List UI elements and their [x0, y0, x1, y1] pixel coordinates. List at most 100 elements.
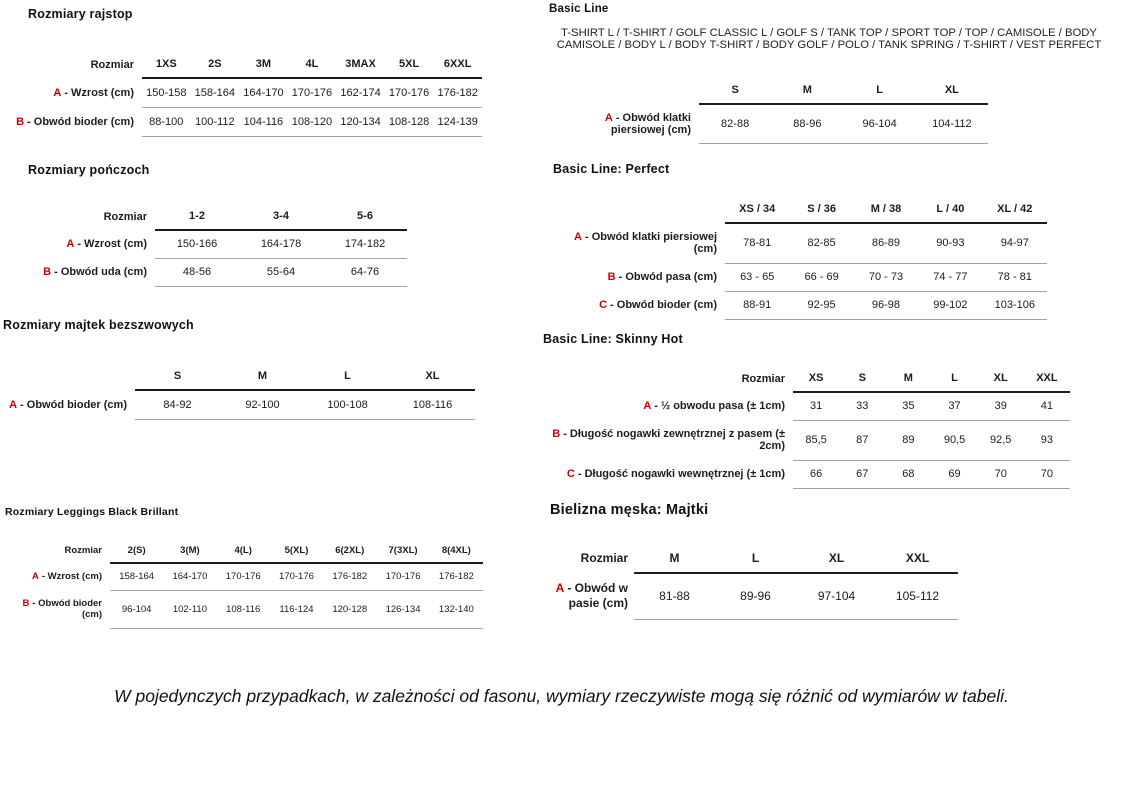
- row-label-text: - Obwód bioder (cm): [27, 116, 134, 128]
- size-table-container: S M L XL A - Obwód klatki piersiowej (cm) 82-8…: [549, 81, 1109, 145]
- size-table-container: Rozmiar 1XS 2S 3M 4L 3MAX 5XL 6XXL A - Wzrost (cm…: [5, 56, 482, 137]
- size-value: 88-96: [771, 103, 844, 145]
- column-header: 4L: [287, 56, 337, 79]
- size-column-label: [553, 201, 725, 223]
- column-header: XXL: [1023, 370, 1070, 393]
- size-value: 100-108: [305, 390, 390, 420]
- size-value: 78 - 81: [982, 263, 1047, 292]
- section-leggings: Rozmiary Leggings Black Brillant Rozmiar…: [5, 506, 483, 629]
- header-row: XS / 34 S / 36 M / 38 L / 40 XL / 42: [553, 201, 1047, 224]
- table-row: A- Wzrost (cm) 158-164 164-170 170-176 170-1…: [5, 563, 483, 591]
- size-value: 87: [839, 420, 886, 461]
- column-header: M: [220, 368, 305, 391]
- row-letter: C: [599, 299, 608, 311]
- size-value: 170-176: [216, 563, 270, 591]
- size-value: 96-98: [853, 291, 919, 320]
- size-value: 170-176: [287, 78, 337, 108]
- size-value: 176-182: [323, 563, 377, 591]
- column-header: 5(XL): [269, 543, 324, 564]
- section-skinny-hot: Basic Line: Skinny Hot Rozmiar XS S M L XL XXL…: [543, 332, 1070, 489]
- size-value: 37: [931, 392, 978, 421]
- size-value: 86-89: [853, 223, 919, 264]
- size-column-label: Rozmiar: [580, 551, 628, 565]
- size-value: 170-176: [269, 563, 324, 591]
- size-value: 81-88: [634, 573, 715, 620]
- row-label: C- Długość nogawki wewnętrznej (± 1cm): [543, 460, 793, 488]
- header-row: Rozmiar XS S M L XL XXL: [543, 370, 1070, 393]
- size-column-label: Rozmiar: [741, 372, 785, 385]
- section-title: Rozmiary majtek bezszwowych: [3, 318, 194, 332]
- size-table: S M L XL A - Obwód bioder (cm) 84-92 92-100 100-…: [3, 368, 475, 420]
- size-value: 70: [1023, 460, 1070, 489]
- row-label: A- ½ obwodu pasa (± 1cm): [543, 392, 793, 420]
- column-header: L: [931, 370, 978, 393]
- column-header: 3-4: [239, 208, 323, 231]
- section-ponczochy: Rozmiary pończoch Rozmiar 1-2 3-4 5-6 A - Wzr…: [5, 163, 407, 287]
- size-column-label: [549, 82, 699, 104]
- size-table-container: Rozmiar 2(S) 3(M) 4(L) 5(XL) 6(2XL) 7(3XL) 8(4X…: [5, 543, 483, 629]
- section-majtki-bezszwowe: Rozmiary majtek bezszwowych S M L XL A - Obwó…: [3, 318, 475, 420]
- header-row: Rozmiar 1XS 2S 3M 4L 3MAX 5XL 6XXL: [5, 56, 482, 79]
- row-letter: A: [31, 571, 39, 582]
- column-header: 3MAX: [336, 56, 385, 79]
- row-letter: A: [9, 398, 18, 411]
- size-table-container: S M L XL A - Obwód bioder (cm) 84-92 92-100 100-…: [3, 368, 475, 420]
- size-value: 162-174: [336, 78, 385, 108]
- column-header: XL: [390, 368, 475, 391]
- section-title: Basic Line: Perfect: [553, 162, 670, 176]
- table-row: A- Wzrost (cm) 150-158 158-164 164-170 170-1…: [5, 78, 482, 108]
- column-header: M / 38: [853, 201, 919, 224]
- table-row: B- Obwód bioder (cm) 96-104 102-110 108-116…: [5, 590, 483, 629]
- size-value: 69: [931, 460, 978, 489]
- size-value: 104-112: [915, 103, 988, 145]
- row-label: B- Obwód pasa (cm): [553, 263, 725, 291]
- size-value: 108-120: [287, 107, 337, 137]
- row-label: B- Obwód bioder (cm): [5, 590, 110, 628]
- column-header: XL / 42: [982, 201, 1047, 224]
- size-value: 74 - 77: [918, 263, 983, 292]
- header-row: S M L XL: [3, 368, 475, 391]
- row-letter: B: [552, 428, 561, 440]
- row-label-text: - Obwód bioder (cm): [32, 598, 102, 620]
- column-header: S: [135, 368, 220, 391]
- row-letter: A: [555, 581, 565, 595]
- size-value: 84-92: [135, 390, 220, 420]
- size-value: 68: [885, 460, 932, 489]
- size-value: 116-124: [269, 590, 324, 629]
- size-value: 92,5: [977, 420, 1024, 461]
- size-value: 96-104: [110, 590, 164, 629]
- size-table-container: Rozmiar 1-2 3-4 5-6 A - Wzrost (cm) 150-166 164…: [5, 208, 407, 287]
- size-table-container: XS / 34 S / 36 M / 38 L / 40 XL / 42 A - Obwód…: [553, 201, 1047, 320]
- size-value: 170-176: [384, 78, 434, 108]
- column-header: S / 36: [789, 201, 854, 224]
- row-label: B- Długość nogawki zewnętrznej z pasem (…: [543, 420, 793, 460]
- row-label-text: - Wzrost (cm): [64, 86, 134, 99]
- table-row: B- Długość nogawki zewnętrznej z pasem (…: [543, 420, 1070, 461]
- table-row: A- Obwód bioder (cm) 84-92 92-100 100-108 10…: [3, 390, 475, 420]
- column-header: 6(2XL): [323, 543, 377, 564]
- size-value: 176-182: [433, 78, 482, 108]
- size-value: 90-93: [918, 223, 983, 264]
- section-bielizna-meska: Bielizna męska: Majtki Rozmiar M L XL XXL A - …: [550, 502, 958, 620]
- column-header: 3(M): [163, 543, 217, 564]
- header-row: S M L XL: [549, 81, 988, 105]
- size-table: Rozmiar 1XS 2S 3M 4L 3MAX 5XL 6XXL A - Wzrost (cm…: [5, 56, 482, 137]
- product-list: T-SHIRT L / T-SHIRT / GOLF CLASSIC L / G…: [556, 27, 1102, 51]
- row-label: A- Obwód klatki piersiowej (cm): [549, 104, 699, 144]
- size-value: 92-100: [220, 390, 305, 420]
- size-value: 88-100: [142, 107, 191, 137]
- size-value: 94-97: [982, 223, 1047, 264]
- size-value: 158-164: [190, 78, 240, 108]
- column-header: XL: [915, 81, 988, 105]
- size-value: 82-88: [699, 103, 772, 145]
- row-label: A- Wzrost (cm): [5, 78, 142, 108]
- column-header: L / 40: [918, 201, 983, 224]
- row-label-text: - Obwód w pasie (cm): [567, 581, 628, 610]
- row-letter: B: [16, 116, 25, 128]
- column-header: 1-2: [155, 208, 239, 231]
- section-title: Bielizna męska: Majtki: [550, 502, 709, 518]
- row-label-text: - Wzrost (cm): [77, 238, 147, 250]
- column-header: S: [839, 370, 886, 393]
- size-value: 31: [793, 392, 840, 421]
- column-header: XS: [793, 370, 840, 393]
